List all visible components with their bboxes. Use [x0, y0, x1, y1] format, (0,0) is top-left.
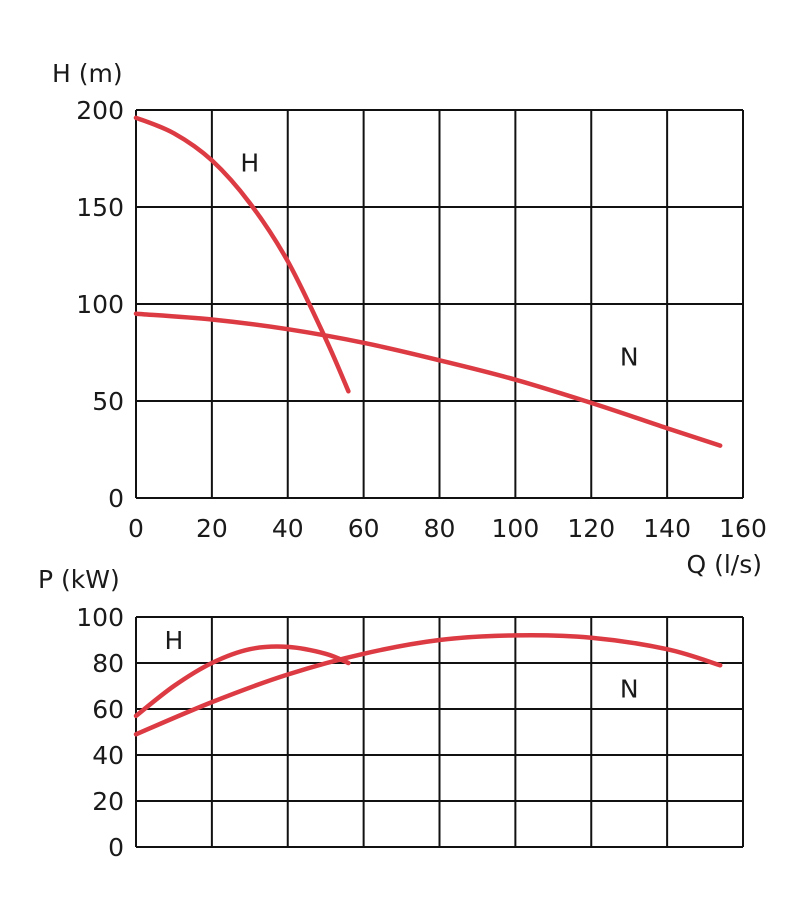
- chart1-xtick-label-140: 140: [643, 514, 691, 543]
- chart1-ytick-label-150: 150: [76, 193, 124, 222]
- chart1-x-axis-label: Q (l/s): [686, 550, 762, 579]
- chart1-xtick-label-160: 160: [719, 514, 767, 543]
- chart1-annotation-H: H: [240, 148, 259, 177]
- chart1-ytick-label-50: 50: [92, 387, 124, 416]
- chart1-xtick-label-120: 120: [567, 514, 615, 543]
- chart1-xtick-label-40: 40: [272, 514, 304, 543]
- chart1-annotation-N: N: [620, 342, 639, 371]
- chart1-series-N-line: [133, 311, 723, 448]
- chart1-y-axis-label: H (m): [52, 59, 123, 88]
- chart2-y-axis-label: P (kW): [38, 565, 120, 594]
- chart2-ytick-label-20: 20: [92, 787, 124, 816]
- chart1-xtick-label-0: 0: [128, 514, 144, 543]
- chart2-ytick-label-0: 0: [108, 833, 124, 862]
- chart2-ytick-label-100: 100: [76, 603, 124, 632]
- chart1-xtick-label-100: 100: [492, 514, 540, 543]
- chart2-annotation-H: H: [165, 626, 184, 655]
- chart2-series-H-line: [133, 644, 351, 719]
- chart1-ytick-label-0: 0: [108, 484, 124, 513]
- chart2-ytick-label-40: 40: [92, 741, 124, 770]
- chart2-ytick-label-80: 80: [92, 649, 124, 678]
- chart1-xtick-label-20: 20: [196, 514, 228, 543]
- chart1-xtick-label-60: 60: [348, 514, 380, 543]
- chart1-series-H-line: [133, 115, 351, 394]
- chart2-annotation-N: N: [620, 674, 639, 703]
- chart1-xtick-label-80: 80: [424, 514, 456, 543]
- chart1-ytick-label-100: 100: [76, 290, 124, 319]
- chart2-ytick-label-60: 60: [92, 695, 124, 724]
- chart2-series-N-line: [133, 633, 723, 737]
- chart1-ytick-label-200: 200: [76, 96, 124, 125]
